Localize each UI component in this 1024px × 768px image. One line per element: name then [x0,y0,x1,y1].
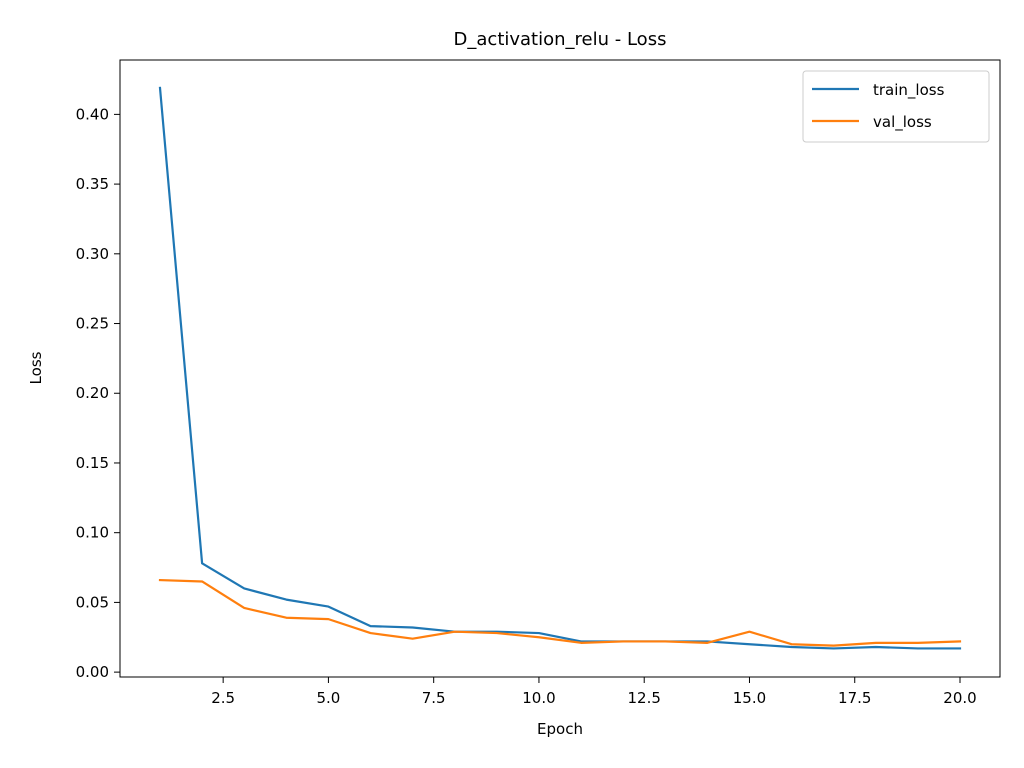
x-tick-label: 5.0 [316,689,340,707]
y-tick-label: 0.05 [76,593,109,611]
y-tick-label: 0.15 [76,454,109,472]
y-tick-label: 0.25 [76,315,109,333]
y-axis-ticks: 0.00 0.05 0.10 0.15 0.20 0.25 0.30 0.35 0.40 [76,105,120,681]
legend-label-val-loss: val_loss [873,113,932,132]
y-tick-label: 0.30 [76,245,109,263]
y-tick-label: 0.10 [76,524,109,542]
series-line-train-loss [158,86,962,650]
x-tick-label: 12.5 [628,689,661,707]
legend-label-train-loss: train_loss [873,81,945,100]
y-tick-label: 0.40 [76,105,109,123]
y-tick-label: 0.35 [76,175,109,193]
x-tick-label: 15.0 [733,689,766,707]
y-tick-label: 0.00 [76,663,109,681]
x-tick-label: 7.5 [422,689,446,707]
x-axis-label: Epoch [537,720,583,738]
x-tick-label: 17.5 [838,689,871,707]
y-axis-label: Loss [27,351,45,384]
x-tick-label: 20.0 [943,689,976,707]
legend: train_loss val_loss [802,70,990,143]
x-tick-label: 10.0 [522,689,555,707]
series-layer [158,86,962,650]
x-axis-ticks: 2.5 5.0 7.5 10.0 12.5 15.0 17.5 20.0 [211,677,977,707]
y-tick-label: 0.20 [76,384,109,402]
plot-area [119,59,1001,678]
series-line-val-loss [158,578,962,647]
chart-title: D_activation_relu - Loss [454,29,667,50]
x-tick-label: 2.5 [211,689,235,707]
